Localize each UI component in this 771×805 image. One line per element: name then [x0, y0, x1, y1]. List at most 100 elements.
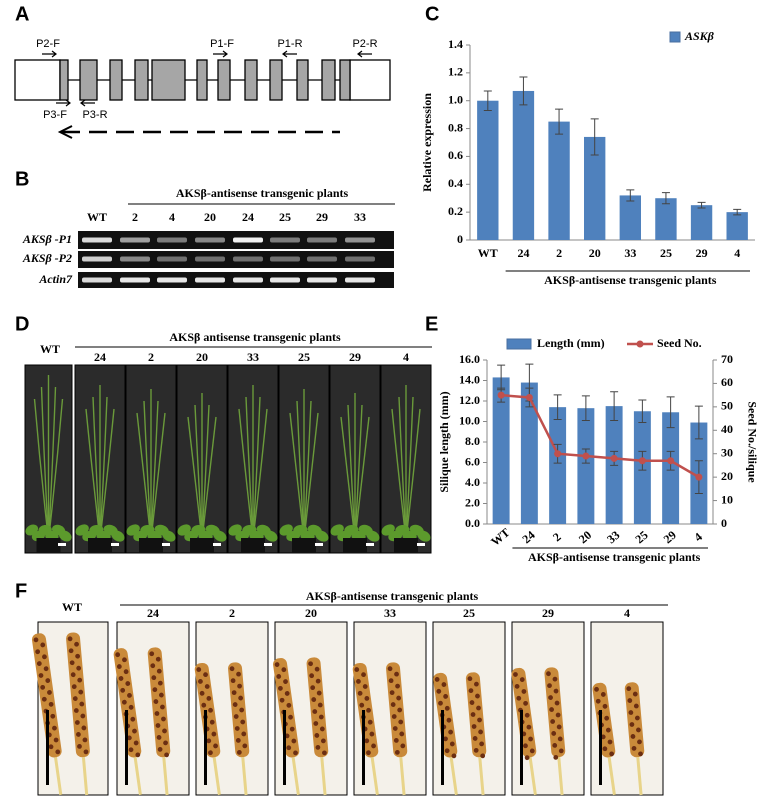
primer-label: P1-R	[277, 38, 302, 50]
seed	[232, 702, 238, 707]
y-tick-label: 1.0	[448, 92, 463, 106]
seed	[162, 728, 167, 734]
seed	[549, 707, 555, 712]
seed	[230, 678, 236, 684]
seed	[446, 717, 452, 723]
seed	[595, 698, 601, 704]
seed	[281, 667, 287, 673]
seed	[448, 729, 454, 735]
scale-bar	[441, 710, 444, 785]
x-tick-label: 4	[734, 246, 740, 260]
scale-bar	[366, 543, 374, 546]
seed	[547, 683, 552, 689]
silique-stalk	[370, 757, 379, 796]
seed	[444, 748, 450, 754]
seed	[75, 653, 81, 659]
scale-bar	[125, 710, 128, 785]
seed	[153, 699, 159, 704]
seed	[203, 672, 208, 678]
seed	[369, 731, 375, 737]
seed	[289, 726, 295, 732]
seed	[274, 662, 280, 667]
plant-stem	[194, 404, 203, 541]
line-point	[582, 452, 590, 460]
seed	[234, 726, 240, 731]
y2-tick-label: 40	[721, 422, 733, 436]
seed	[128, 747, 134, 753]
silique-stalk	[54, 757, 63, 796]
bar	[584, 136, 606, 240]
seed	[441, 682, 447, 687]
seed	[237, 683, 242, 689]
scale-bar	[283, 710, 286, 785]
silique	[228, 662, 250, 796]
plant-stem	[391, 408, 407, 541]
silique-stalk	[607, 757, 616, 796]
seed	[558, 748, 564, 754]
legend-label: Length (mm)	[537, 336, 605, 350]
plant-stem	[238, 408, 254, 541]
seed	[514, 683, 520, 689]
seed	[395, 683, 400, 689]
y-tick-label: 10.0	[459, 413, 480, 427]
y-tick-label: 16.0	[459, 352, 480, 366]
seed	[314, 666, 320, 672]
seed	[480, 753, 486, 759]
seed	[309, 673, 315, 679]
seed	[73, 708, 79, 713]
seed	[163, 740, 168, 746]
gel-strip	[78, 251, 394, 268]
gel-band	[157, 237, 187, 243]
scale-bar	[111, 543, 119, 546]
y-tick-label: 0.8	[448, 120, 463, 134]
y-tick-label: 0.0	[465, 516, 480, 530]
seed	[556, 724, 562, 730]
error-bar	[661, 192, 670, 205]
seed	[634, 715, 640, 721]
scale-bar	[264, 543, 272, 546]
seed	[443, 736, 448, 742]
seed	[151, 675, 157, 681]
seed	[283, 679, 288, 684]
seed	[311, 697, 317, 702]
seed	[45, 678, 51, 683]
plants-line: 24	[94, 350, 106, 364]
bar	[548, 121, 570, 240]
silique-stalk	[557, 756, 564, 796]
error-bar	[519, 76, 528, 106]
error-bar	[483, 90, 492, 111]
seed	[130, 716, 136, 722]
x-tick-label: 25	[632, 528, 650, 546]
plants-line: 33	[247, 350, 259, 364]
seed	[388, 678, 394, 684]
y2-tick-label: 60	[721, 375, 733, 389]
seed	[52, 725, 57, 731]
gel-band	[82, 277, 112, 283]
lane-label: 29	[316, 210, 328, 224]
seed	[241, 731, 247, 737]
y-tick-label: 1.4	[448, 37, 463, 51]
x-tick-label: 29	[696, 246, 708, 260]
silique	[306, 657, 329, 796]
plant-stem	[47, 386, 57, 541]
seed	[470, 712, 476, 717]
bar	[690, 205, 713, 240]
plant-pot	[190, 538, 214, 553]
seed	[132, 728, 137, 734]
seed	[310, 685, 316, 691]
plant-stem	[398, 396, 407, 541]
y-tick-label: 1.2	[448, 65, 463, 79]
silique-stalk	[81, 756, 89, 796]
plant-pot	[292, 538, 316, 553]
error-bar	[666, 396, 675, 429]
y-tick-label: 2.0	[465, 495, 480, 509]
silique-pod	[306, 657, 329, 758]
seed	[239, 707, 245, 713]
seed	[476, 705, 481, 711]
seed	[279, 697, 285, 703]
primer-label: P2-F	[36, 38, 60, 50]
seed	[35, 649, 41, 655]
seed	[288, 714, 293, 720]
seed	[555, 712, 561, 718]
error-bar	[553, 394, 562, 420]
